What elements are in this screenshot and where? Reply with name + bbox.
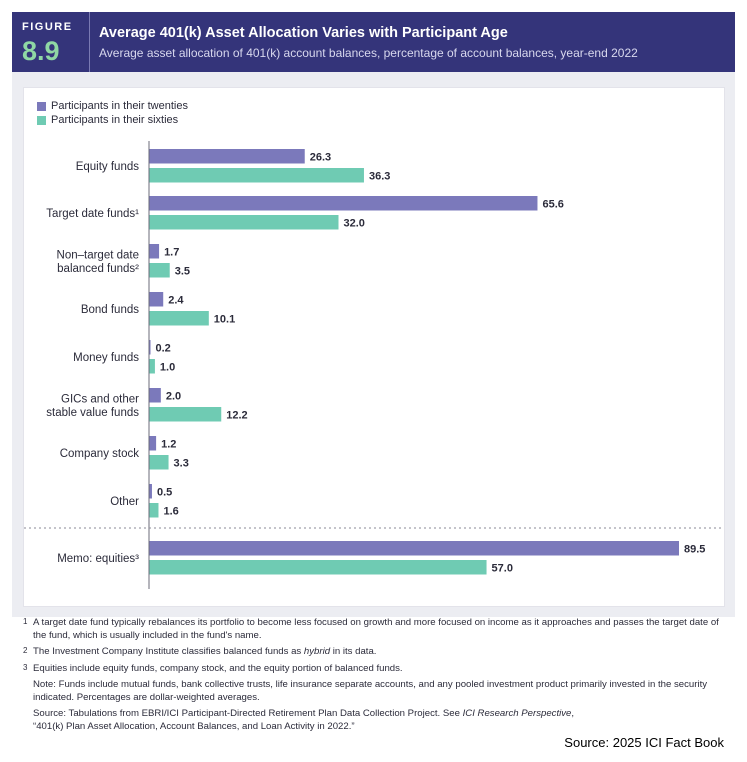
data-label-twenties-3: 2.4 xyxy=(168,294,184,306)
footnote-1-mark: 1 xyxy=(23,617,28,626)
source-text-c: “401(k) Plan Asset Allocation, Account B… xyxy=(33,720,355,732)
category-label-1-line-0: Target date funds¹ xyxy=(46,208,139,220)
source-text-a: Source: Tabulations from EBRI/ICI Partic… xyxy=(33,708,463,719)
category-label-4-line-0: Money funds xyxy=(73,352,139,364)
footnote-3-text: Equities include equity funds, company s… xyxy=(33,662,403,674)
bar-sixties-1 xyxy=(149,215,339,230)
footnote-3: 3 Equities include equity funds, company… xyxy=(23,663,723,676)
source-text-b: , xyxy=(571,708,575,719)
data-label-twenties-6: 1.2 xyxy=(161,438,176,450)
chart-title: Average 401(k) Asset Allocation Varies w… xyxy=(99,25,508,41)
data-label-sixties-0: 36.3 xyxy=(369,170,390,182)
footnote-2-text-b: in its data. xyxy=(330,646,377,657)
data-label-twenties-7: 0.5 xyxy=(157,486,172,498)
data-label-sixties-1: 32.0 xyxy=(343,217,364,229)
general-note: Note: Funds include mutual funds, bank c… xyxy=(33,679,708,703)
bar-twenties-6 xyxy=(149,436,157,451)
bar-sixties-7 xyxy=(149,503,159,518)
data-label-sixties-2: 3.5 xyxy=(175,265,190,277)
chart-panel xyxy=(23,87,725,607)
category-label-6-line-0: Company stock xyxy=(60,448,140,460)
category-label-2-line-0: Non–target date xyxy=(57,249,139,261)
footnote-2-emphasis: hybrid xyxy=(303,646,331,657)
chart-subtitle: Average asset allocation of 401(k) accou… xyxy=(99,46,638,60)
category-label-7-line-0: Other xyxy=(110,496,139,508)
bar-twenties-0 xyxy=(149,149,305,164)
figure-label: FIGURE xyxy=(22,21,73,33)
legend-swatch-sixties xyxy=(37,115,46,125)
data-label-twenties-1: 65.6 xyxy=(542,198,563,210)
data-label-sixties-3: 10.1 xyxy=(214,313,235,325)
source-note: Source: Tabulations from EBRI/ICI Partic… xyxy=(23,708,723,733)
bar-twenties-3 xyxy=(149,292,164,307)
data-label-twenties-5: 2.0 xyxy=(166,390,181,402)
data-label-sixties-6: 3.3 xyxy=(174,457,189,469)
data-label-twenties-8: 89.5 xyxy=(684,543,705,555)
figure-number: 8.9 xyxy=(22,36,60,66)
footnote-2-text-a: The Investment Company Institute classif… xyxy=(33,646,304,657)
footnote-3-mark: 3 xyxy=(23,662,28,672)
bar-twenties-2 xyxy=(149,244,160,259)
figure-header: FIGURE 8.9 Average 401(k) Asset Allocati… xyxy=(12,12,735,72)
footnote-2-mark: 2 xyxy=(23,646,28,655)
legend-swatch-twenties xyxy=(37,101,46,111)
bar-sixties-3 xyxy=(149,311,209,326)
bar-sixties-8 xyxy=(149,560,487,575)
category-label-0-line-0: Equity funds xyxy=(76,161,140,173)
data-label-sixties-4: 1.0 xyxy=(160,361,175,373)
legend-item-sixties: Participants in their sixties xyxy=(37,113,188,127)
data-label-twenties-2: 1.7 xyxy=(164,246,179,258)
legend-label-twenties: Participants in their twenties xyxy=(51,100,188,112)
bar-sixties-5 xyxy=(149,407,222,422)
source-publication: ICI Research Perspective xyxy=(462,708,572,719)
data-label-sixties-7: 1.6 xyxy=(163,505,178,517)
fact-book-source: Source: 2025 ICI Fact Book xyxy=(564,735,724,750)
data-label-sixties-5: 12.2 xyxy=(226,409,247,421)
bar-sixties-6 xyxy=(149,455,169,470)
bar-sixties-4 xyxy=(149,359,155,374)
header-divider xyxy=(89,12,90,72)
bar-sixties-2 xyxy=(149,263,170,278)
data-label-twenties-4: 0.2 xyxy=(156,342,171,354)
category-label-3-line-0: Bond funds xyxy=(81,304,139,316)
category-label-2-line-1: balanced funds² xyxy=(57,263,139,275)
bar-twenties-7 xyxy=(149,484,152,499)
legend: Participants in their twenties Participa… xyxy=(37,99,188,127)
data-label-sixties-8: 57.0 xyxy=(492,562,513,574)
bar-sixties-0 xyxy=(149,168,364,183)
footnote-1-text: A target date fund typically rebalances … xyxy=(33,617,719,641)
footnote-2: 2 The Investment Company Institute class… xyxy=(23,646,723,659)
category-label-8-line-0: Memo: equities³ xyxy=(57,553,139,565)
bar-twenties-4 xyxy=(149,340,151,355)
bar-twenties-5 xyxy=(149,388,161,403)
data-label-twenties-0: 26.3 xyxy=(310,151,331,163)
footnotes: 1 A target date fund typically rebalance… xyxy=(23,617,723,733)
category-label-5-line-1: stable value funds xyxy=(46,407,139,419)
bar-twenties-8 xyxy=(149,541,679,556)
category-label-5-line-0: GICs and other xyxy=(61,393,139,405)
legend-item-twenties: Participants in their twenties xyxy=(37,99,188,113)
legend-label-sixties: Participants in their sixties xyxy=(51,114,179,126)
footnote-1: 1 A target date fund typically rebalance… xyxy=(23,617,723,642)
bar-twenties-1 xyxy=(149,196,538,211)
